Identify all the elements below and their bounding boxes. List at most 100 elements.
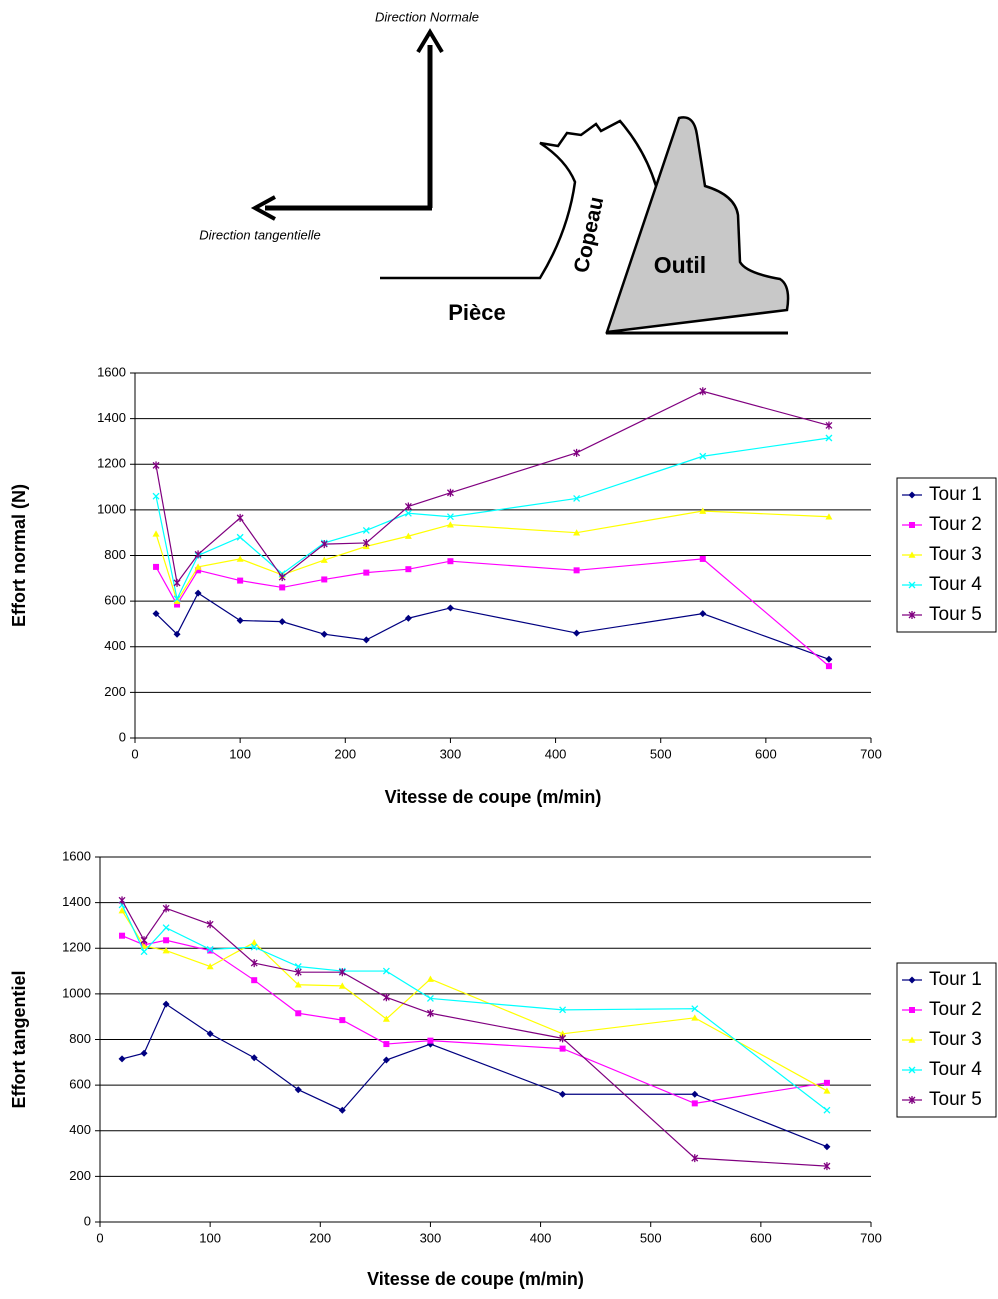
marker [152,530,160,537]
marker [174,601,181,608]
marker [206,1030,214,1038]
x-tick-label: 100 [199,1230,221,1245]
marker [573,629,581,637]
legend-marker [908,581,916,589]
marker [321,576,328,583]
marker [426,975,434,982]
marker [404,532,412,539]
legend-label: Tour 2 [929,999,982,1020]
workpiece-chip-outline [380,119,658,280]
legend-label: Tour 1 [929,484,982,505]
y-tick-label: 0 [119,729,126,744]
y-axis-title: Effort normal (N) [9,484,29,627]
marker [194,589,202,597]
series-line [155,437,830,601]
marker [426,1009,434,1018]
y-tick-label: 600 [69,1077,91,1092]
y-tick-label: 0 [84,1213,91,1228]
marker [162,1000,170,1008]
marker [446,604,454,612]
marker [140,1049,148,1057]
chart: 0 200 400 600 800 1000 1200 1400 1600 0 100 200 300 4… [9,364,997,807]
y-tick-label: 1400 [62,894,91,909]
legend-marker [908,976,916,984]
x-tick-label: 500 [650,746,672,761]
marker [206,963,214,970]
x-axis-title: Vitesse de coupe (m/min) [385,787,602,807]
series-line [155,558,830,667]
series-line [155,592,830,660]
legend-marker [909,1007,915,1013]
legend-label: Tour 3 [929,544,982,565]
legend-label: Tour 4 [929,574,982,595]
marker [447,558,454,565]
marker [559,1006,567,1014]
y-tick-label: 600 [104,593,126,608]
marker [573,448,581,457]
marker [278,618,286,626]
y-tick-label: 400 [69,1122,91,1137]
marker [118,1055,126,1063]
marker [278,573,286,582]
marker [236,555,244,562]
marker [446,521,454,528]
cutting-diagram: Direction Normale Direction tangentielle… [199,9,790,335]
x-tick-label: 100 [229,746,251,761]
marker [382,1015,390,1022]
marker [195,567,202,574]
marker [699,555,706,562]
legend-label: Tour 3 [929,1029,982,1050]
marker [173,630,181,638]
marker [206,920,214,929]
x-tick-label: 300 [440,746,462,761]
marker [338,982,346,989]
marker [362,636,370,644]
marker [338,968,346,977]
legend-marker [908,1036,916,1043]
marker [404,614,412,622]
marker [140,936,148,945]
marker [207,947,214,954]
marker [250,943,258,951]
marker [140,948,148,956]
y-axis-title: Effort tangentiel [9,971,29,1109]
x-tick-label: 600 [750,1230,772,1245]
y-tick-label: 1000 [62,985,91,1000]
y-tick-label: 1600 [62,848,91,863]
marker [294,968,302,977]
series-line [121,935,828,1104]
marker [279,584,286,591]
marker [382,967,390,975]
marker [382,1056,390,1064]
marker [237,577,244,584]
legend-label: Tour 5 [929,1089,982,1110]
marker [173,595,181,603]
marker [153,563,160,570]
x-tick-label: 300 [420,1230,442,1245]
marker [559,1034,567,1043]
marker [236,617,244,625]
marker [320,540,328,549]
marker [295,1010,302,1017]
chart: 0 200 400 600 800 1000 1200 1400 1600 0 100 200 300 4… [9,848,997,1289]
y-tick-label: 800 [104,547,126,562]
y-tick-label: 200 [104,684,126,699]
marker [823,1079,830,1086]
marker [194,550,202,559]
marker [162,947,170,954]
series-line [121,1003,828,1148]
normal-arrowhead [416,28,444,54]
x-tick-label: 700 [860,1230,882,1245]
marker [236,533,244,541]
marker [405,566,412,573]
marker [119,932,126,939]
marker [825,513,833,520]
x-tick-label: 0 [96,1230,103,1245]
y-tick-label: 800 [69,1031,91,1046]
legend-label: Tour 5 [929,604,982,625]
legend-marker [909,522,915,528]
marker [825,663,832,670]
marker [338,1106,346,1114]
marker [691,1090,699,1098]
